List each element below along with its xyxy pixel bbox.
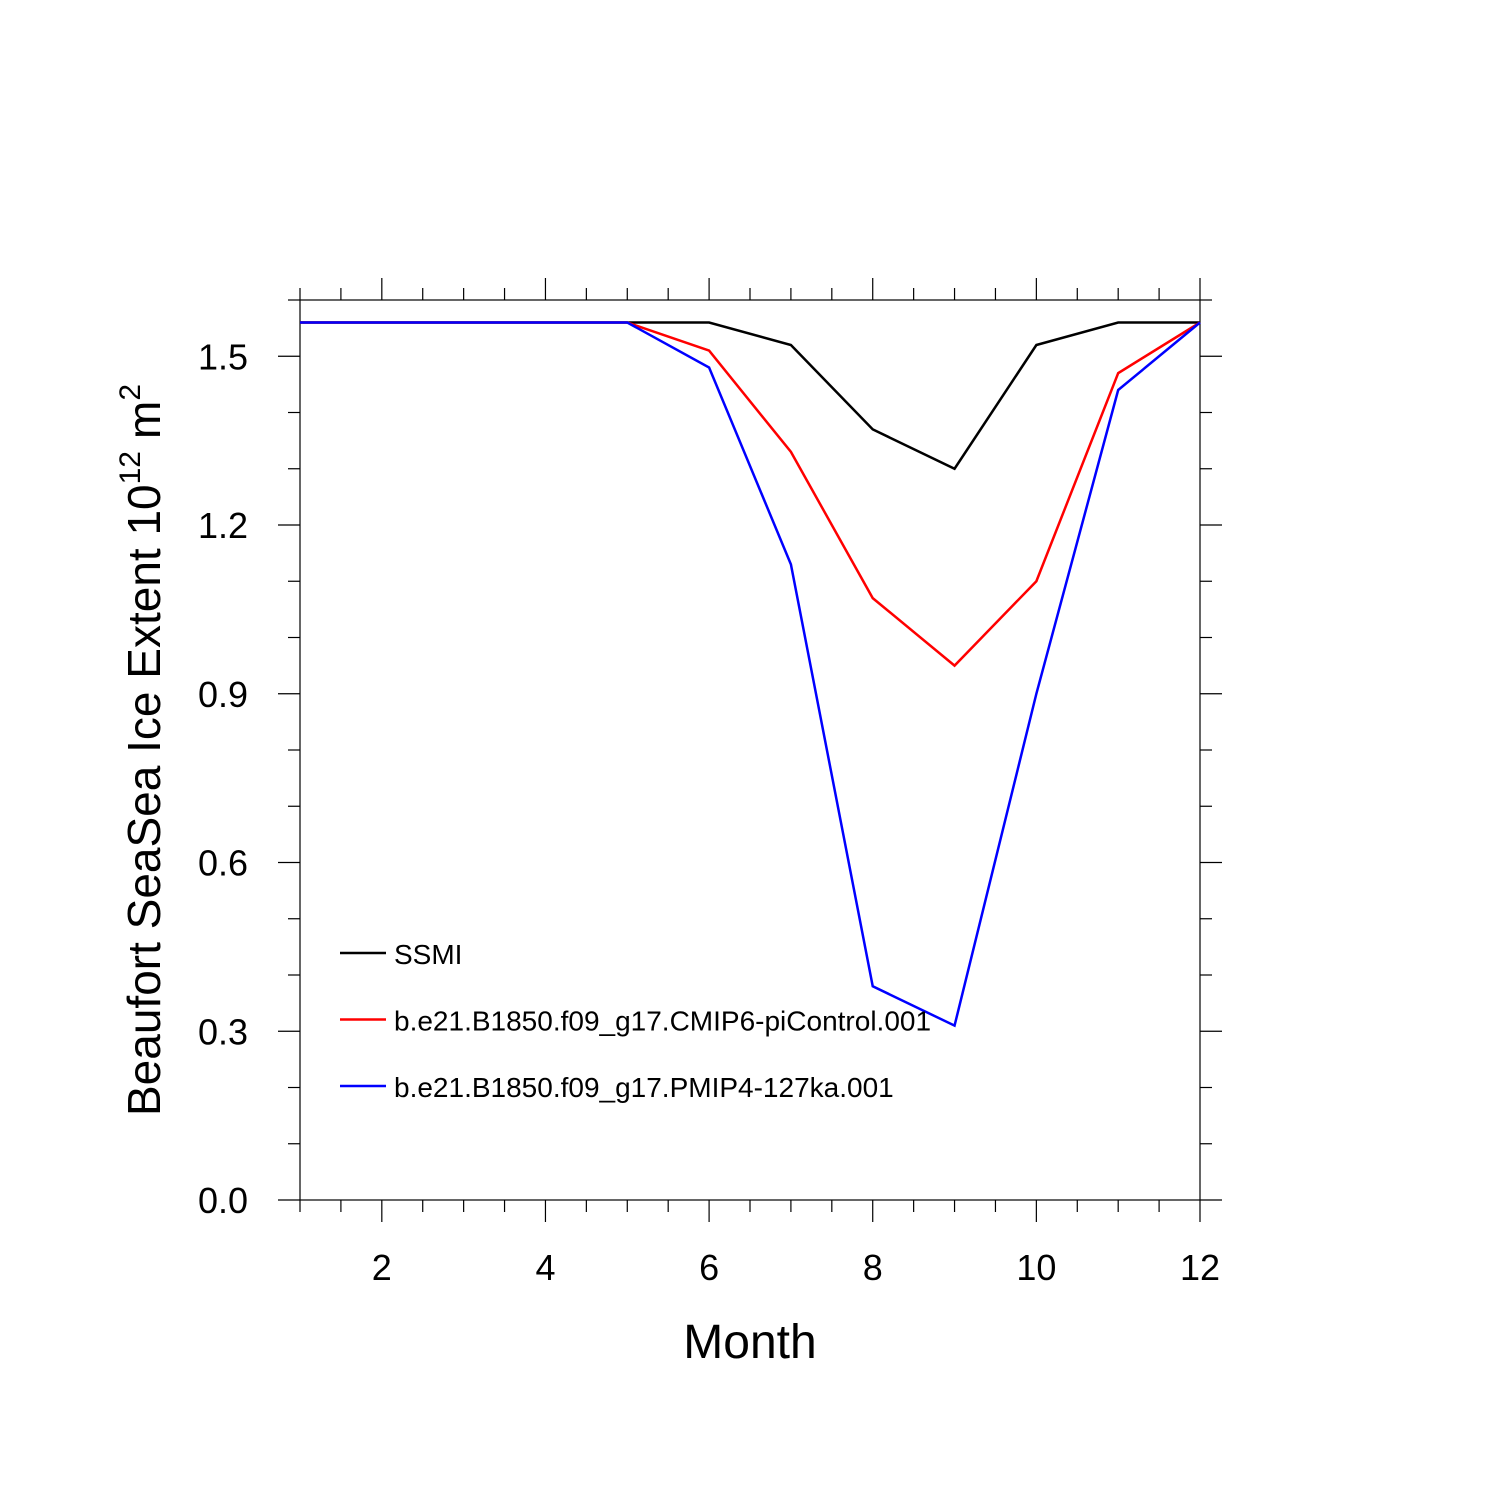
x-tick-label: 4 [535, 1247, 555, 1288]
legend-label: b.e21.B1850.f09_g17.CMIP6-piControl.001 [394, 1006, 931, 1037]
y-axis-title: Beaufort SeaSea Ice Extent 1012 m2 [114, 384, 170, 1116]
series-line [300, 321, 1201, 1028]
y-tick-label: 1.5 [198, 336, 248, 377]
plot-frame [299, 299, 1201, 1201]
y-tick-label: 0.9 [198, 674, 248, 715]
x-tick-label: 12 [1180, 1247, 1220, 1288]
x-tick-label: 6 [699, 1247, 719, 1288]
x-tick-label: 2 [372, 1247, 392, 1288]
y-tick-label: 0.6 [198, 843, 248, 884]
legend-label: b.e21.B1850.f09_g17.PMIP4-127ka.001 [394, 1072, 894, 1103]
y-axis-unit-exponent: 2 [114, 384, 147, 401]
y-axis-exponent: 12 [114, 451, 147, 484]
y-tick-label: 0.0 [198, 1180, 248, 1221]
x-tick-label: 10 [1016, 1247, 1056, 1288]
x-tick-label: 8 [863, 1247, 883, 1288]
x-axis-title: Month [683, 1316, 816, 1369]
y-axis-unit: m [118, 401, 170, 439]
y-tick-label: 0.3 [198, 1011, 248, 1052]
series-line [300, 321, 1201, 668]
y-axis-title-text: Beaufort SeaSea Ice Extent 10 [118, 484, 170, 1116]
y-tick-label: 1.2 [198, 505, 248, 546]
legend-label: SSMI [394, 939, 462, 970]
series-line [300, 321, 1200, 471]
